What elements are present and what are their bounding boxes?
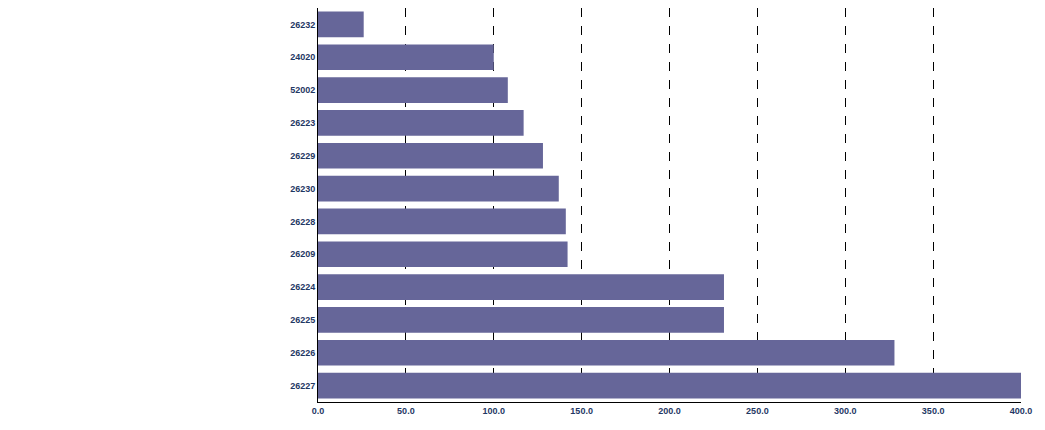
svg-text:300.0: 300.0 [834, 406, 857, 416]
svg-text:50.0: 50.0 [397, 406, 415, 416]
svg-text:26228: 26228 [290, 217, 315, 227]
svg-text:26224: 26224 [290, 282, 315, 292]
svg-text:26223: 26223 [290, 118, 315, 128]
svg-text:200.0: 200.0 [658, 406, 681, 416]
svg-text:26226: 26226 [290, 348, 315, 358]
svg-text:250.0: 250.0 [746, 406, 769, 416]
svg-text:150.0: 150.0 [570, 406, 593, 416]
svg-text:350.0: 350.0 [922, 406, 945, 416]
svg-text:400.0: 400.0 [1010, 406, 1033, 416]
svg-text:0.0: 0.0 [312, 406, 325, 416]
svg-text:26209: 26209 [290, 249, 315, 259]
svg-text:100.0: 100.0 [482, 406, 505, 416]
svg-text:26230: 26230 [290, 184, 315, 194]
svg-text:26232: 26232 [290, 20, 315, 30]
svg-text:52002: 52002 [290, 85, 315, 95]
svg-text:26229: 26229 [290, 151, 315, 161]
svg-text:26225: 26225 [290, 315, 315, 325]
svg-text:26227: 26227 [290, 381, 315, 391]
svg-text:24020: 24020 [290, 52, 315, 62]
